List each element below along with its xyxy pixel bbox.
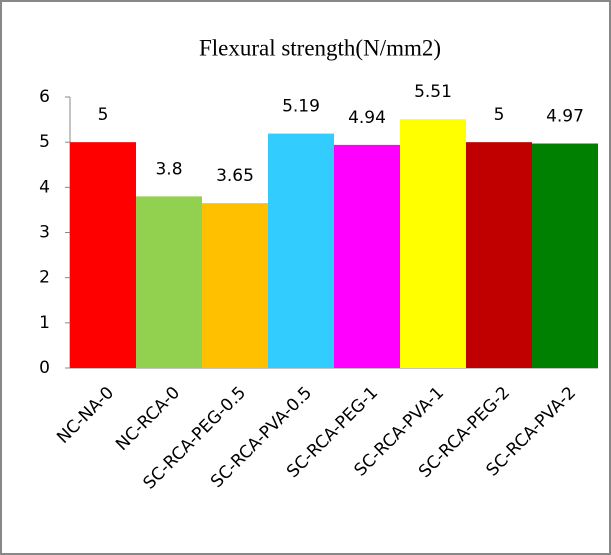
bar <box>70 142 136 368</box>
value-label: 3.65 <box>216 166 254 186</box>
y-tick-label: 0 <box>39 358 50 378</box>
y-tick-label: 4 <box>39 177 50 197</box>
bar <box>268 133 334 368</box>
value-label: 4.97 <box>546 107 584 127</box>
value-label: 5 <box>494 105 505 125</box>
y-tick-label: 1 <box>39 313 50 333</box>
bar <box>136 196 202 368</box>
bar <box>466 142 532 368</box>
y-tick-label: 2 <box>39 268 50 288</box>
y-tick-label: 6 <box>39 87 50 107</box>
value-label: 5 <box>98 105 109 125</box>
value-label: 3.8 <box>155 159 182 179</box>
bar <box>334 144 400 368</box>
bar <box>202 203 268 368</box>
bar <box>400 119 466 368</box>
value-label: 5.51 <box>414 82 452 102</box>
bar <box>532 143 598 368</box>
chart-title: Flexural strength(N/mm2) <box>199 35 441 60</box>
y-tick-label: 5 <box>39 132 50 152</box>
value-label: 4.94 <box>348 108 386 128</box>
y-tick-label: 3 <box>39 223 50 243</box>
value-label: 5.19 <box>282 97 320 117</box>
